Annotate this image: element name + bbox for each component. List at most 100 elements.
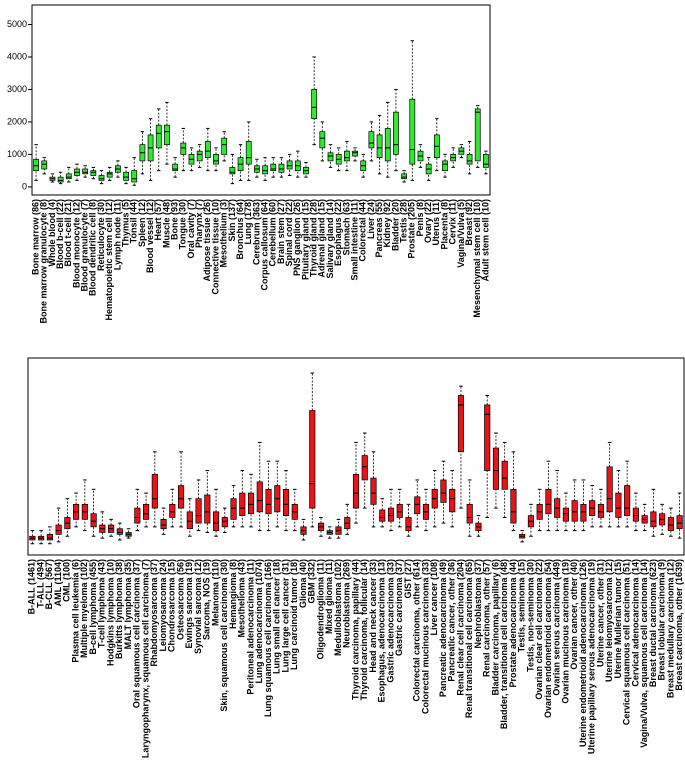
category-label: Tongue (30) xyxy=(178,199,188,249)
box xyxy=(282,488,290,516)
box xyxy=(545,488,552,515)
category-label: Colorectal (44) xyxy=(358,199,368,262)
category-label: T-cell lymphoma (43) xyxy=(97,559,107,648)
box xyxy=(376,134,383,158)
box xyxy=(229,167,236,175)
category-label: Prostate (205) xyxy=(407,199,417,259)
box xyxy=(46,534,53,541)
box xyxy=(474,108,481,162)
box xyxy=(265,488,272,515)
category-label: Uterine Mullerian tumor (15) xyxy=(613,559,623,679)
category-label: Ovarian endometrioid carcinoma (54) xyxy=(543,559,553,718)
category-label: Hodgkins lymphoma (10) xyxy=(105,559,115,666)
category-label: Breast carcinoma, other (1639) xyxy=(674,559,684,691)
category-label: Blood monocyte (12) xyxy=(71,199,81,288)
category-label: Lung large cell cancer (31) xyxy=(280,559,290,673)
category-label: Neuroblastoma (269) xyxy=(342,559,352,648)
category-label: Sarcoma, NOS (19) xyxy=(202,559,212,640)
category-label: GBM (332) xyxy=(307,559,317,604)
box xyxy=(212,511,220,531)
box xyxy=(466,154,473,165)
category-label: Penis (8) xyxy=(415,199,425,237)
box xyxy=(384,128,391,162)
category-label: Laryngopharynx, squamous cell carcinoma … xyxy=(140,559,150,758)
category-label: Liver (24) xyxy=(366,199,376,239)
category-label: Ewings sarcoma (19) xyxy=(184,559,194,649)
category-label: Synovial sarcoma (12) xyxy=(193,559,203,654)
box xyxy=(327,152,334,162)
box xyxy=(186,511,193,530)
box xyxy=(247,492,255,515)
box xyxy=(195,498,202,524)
box xyxy=(230,498,237,520)
box xyxy=(449,488,456,513)
y-tick-label: 4000 xyxy=(7,51,27,61)
category-label: Esophagus, adenocarcinoma (13) xyxy=(377,559,387,703)
box xyxy=(123,171,129,181)
category-label: Kidney (92) xyxy=(382,199,392,248)
box xyxy=(466,503,473,524)
category-label: Ovary (22) xyxy=(423,199,433,243)
category-label: Head and neck cancer (33) xyxy=(368,559,378,673)
box xyxy=(178,485,185,509)
category-label: Uterine leiomyosarcoma (12) xyxy=(604,559,614,682)
category-label: Testis, non-seminoma (30) xyxy=(525,559,535,672)
box xyxy=(379,509,386,522)
box xyxy=(204,494,211,524)
box xyxy=(571,500,578,522)
category-label: PNS ganglion (26) xyxy=(292,199,302,276)
category-label: Medulloblastoma (102) xyxy=(333,559,343,656)
category-label: Skin (137) xyxy=(227,199,237,242)
box xyxy=(55,524,62,535)
category-label: Reticulocyte (30) xyxy=(96,199,106,271)
box xyxy=(401,173,408,180)
category-label: Renal carcinoma, other (57) xyxy=(482,559,492,677)
category-label: Renal clear cell carcinoma (204) xyxy=(455,559,465,696)
category-label: Oligodendroglioma (11) xyxy=(315,559,325,660)
category-label: Vagina/Vulva (5) xyxy=(456,199,466,268)
box xyxy=(172,163,179,171)
box xyxy=(98,175,105,181)
category-label: Colorectal mucinous carcinoma (33) xyxy=(420,559,430,714)
category-label: Glioma (40) xyxy=(298,559,308,608)
box xyxy=(632,507,639,522)
category-label: Salivary gland (14) xyxy=(325,199,335,279)
box xyxy=(615,492,622,518)
box xyxy=(256,481,263,513)
box xyxy=(82,168,89,175)
category-label: Plasma cell leukemia (6) xyxy=(70,559,80,663)
category-label: B-CLL (567) xyxy=(44,559,54,609)
category-label: Testis (28) xyxy=(399,199,409,243)
box xyxy=(624,485,631,516)
category-label: Multiple myeloma (102) xyxy=(79,559,89,658)
box xyxy=(90,170,97,176)
box xyxy=(65,173,72,180)
box xyxy=(164,124,170,146)
box xyxy=(405,517,412,531)
category-label: Bladder (20) xyxy=(390,199,400,251)
box xyxy=(483,154,489,168)
category-label: Oral cavity (7) xyxy=(186,199,196,259)
category-label: Pituitary gland (15) xyxy=(300,199,310,280)
box xyxy=(221,137,228,155)
category-label: Mesothelium (3) xyxy=(219,199,229,268)
category-label: Thyroid gland (28) xyxy=(309,199,319,277)
category-label: Pancreas (55) xyxy=(374,199,384,258)
box xyxy=(580,503,587,522)
y-tick-label: 0 xyxy=(22,181,27,191)
category-label: Mesothelioma (43) xyxy=(237,559,247,638)
box xyxy=(270,163,277,171)
box xyxy=(393,111,399,155)
category-label: Ovarian serous carcinoma (449) xyxy=(552,559,562,696)
category-label: B-ALL (1461) xyxy=(27,559,37,614)
box xyxy=(245,141,252,165)
category-label: Hemangioma (8) xyxy=(228,559,238,629)
category-label: Whole blood (4) xyxy=(47,199,57,267)
category-label: GIST (27) xyxy=(403,559,413,599)
y-tick-label: 5000 xyxy=(7,19,27,29)
category-label: Uterus (11) xyxy=(431,199,441,246)
box xyxy=(414,496,421,515)
category-label: Pancreatic adenocarcinoma (49) xyxy=(438,559,448,697)
box xyxy=(155,124,162,149)
